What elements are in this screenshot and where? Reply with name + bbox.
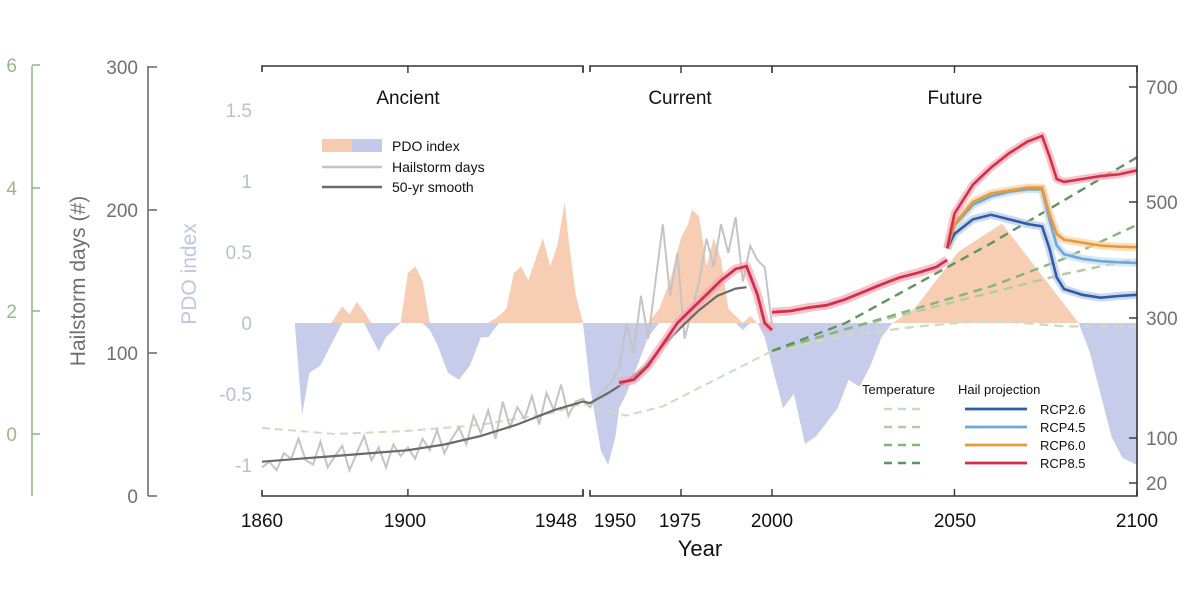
legend-label-rcp85: RCP8.5 [1040,456,1086,471]
temperature-historical-line [261,350,773,436]
x-ticks [407,66,956,496]
temperature-tick-label: 0 [6,425,17,446]
legend-pdo-swatch-positive [322,139,352,152]
pdo-tick-label: 0 [241,314,252,335]
hail-projection-line-rcp26 [946,213,1138,300]
legend-hail-label: Hailstorm days [392,159,485,175]
hailstorm-days-axis: 0 100 200 300 Hailstorm days (#) [67,58,157,508]
hail-projection-line-rcp85 [945,134,1138,249]
legend-hail-projection-title: Hail projection [958,382,1040,397]
pdo-tick-label: 0.5 [226,243,252,264]
future-shared-line [771,258,948,314]
hail-projection-line-rcp60 [945,186,1138,249]
panel-label-current: Current [648,88,712,109]
pdo-tick-label: 1.5 [226,101,252,122]
hailstorm-days-line [261,216,773,474]
hail-projection-axis: 20 100 300 500 700 [1129,66,1178,496]
x-tick-label: 1975 [659,511,701,532]
hailstorm-tick-label: 0 [127,487,138,508]
x-tick-label: 1950 [594,511,636,532]
legend-top: PDO index Hailstorm days 50-yr smooth [322,138,485,195]
x-tick-labels: 1860 1900 1948 1950 1975 2000 2050 2100 [241,511,1158,532]
panel-top-border [589,65,1138,72]
pdo-tick-label: 1 [241,172,252,193]
legend-label-rcp26: RCP2.6 [1040,402,1086,417]
smooth-50yr-line [261,286,747,463]
temperature-tick-label: 4 [6,179,17,200]
x-axis-title: Year [678,536,722,561]
right-tick-label: 300 [1146,309,1178,330]
temperature-line-rcp60 [771,223,1138,353]
temperature-tick-label: 2 [6,302,17,323]
legend-pdo-label: PDO index [392,138,460,154]
hailstorm-tick-label: 200 [106,201,138,222]
pdo-positive-area [262,202,1137,323]
x-tick-label: 2100 [1116,511,1158,532]
right-tick-label: 500 [1146,193,1178,214]
x-tick-label: 2050 [934,511,976,532]
right-tick-label: 100 [1146,429,1178,450]
panel-bottom-border [261,490,584,497]
legend-label-rcp45: RCP4.5 [1040,420,1086,435]
pdo-axis-title: PDO index [178,223,201,325]
right-tick-label: 20 [1146,474,1167,495]
panel-label-ancient: Ancient [376,88,440,109]
right-tick-label: 700 [1146,78,1178,99]
x-tick-label: 1900 [384,511,426,532]
x-tick-label: 1860 [241,511,283,532]
x-tick-label: 2000 [751,511,793,532]
hailstorm-axis-title: Hailstorm days (#) [67,196,90,366]
hailstorm-tick-label: 300 [106,58,138,79]
temperature-tick-label: 6 [6,56,17,77]
legend-smooth-label: 50-yr smooth [392,179,474,195]
panel-top-border [261,65,584,72]
pdo-axis: -1 -0.5 0 0.5 1 1.5 PDO index [178,101,252,477]
x-tick-label: 1948 [535,511,577,532]
legend-pdo-swatch-negative [352,139,382,152]
hail-current-line [618,264,773,384]
temperature-line-rcp85 [771,156,1138,353]
temperature-axis: 0 2 4 6 [6,56,40,496]
legend-label-rcp60: RCP6.0 [1040,438,1086,453]
pdo-tick-label: -0.5 [219,385,252,406]
panel-bottom-border [589,490,1138,497]
pdo-area [262,202,1137,465]
hailstorm-tick-label: 100 [106,344,138,365]
legend-temperature-title: Temperature [862,382,935,397]
pdo-tick-label: -1 [235,456,252,477]
panel-label-future: Future [928,88,983,109]
